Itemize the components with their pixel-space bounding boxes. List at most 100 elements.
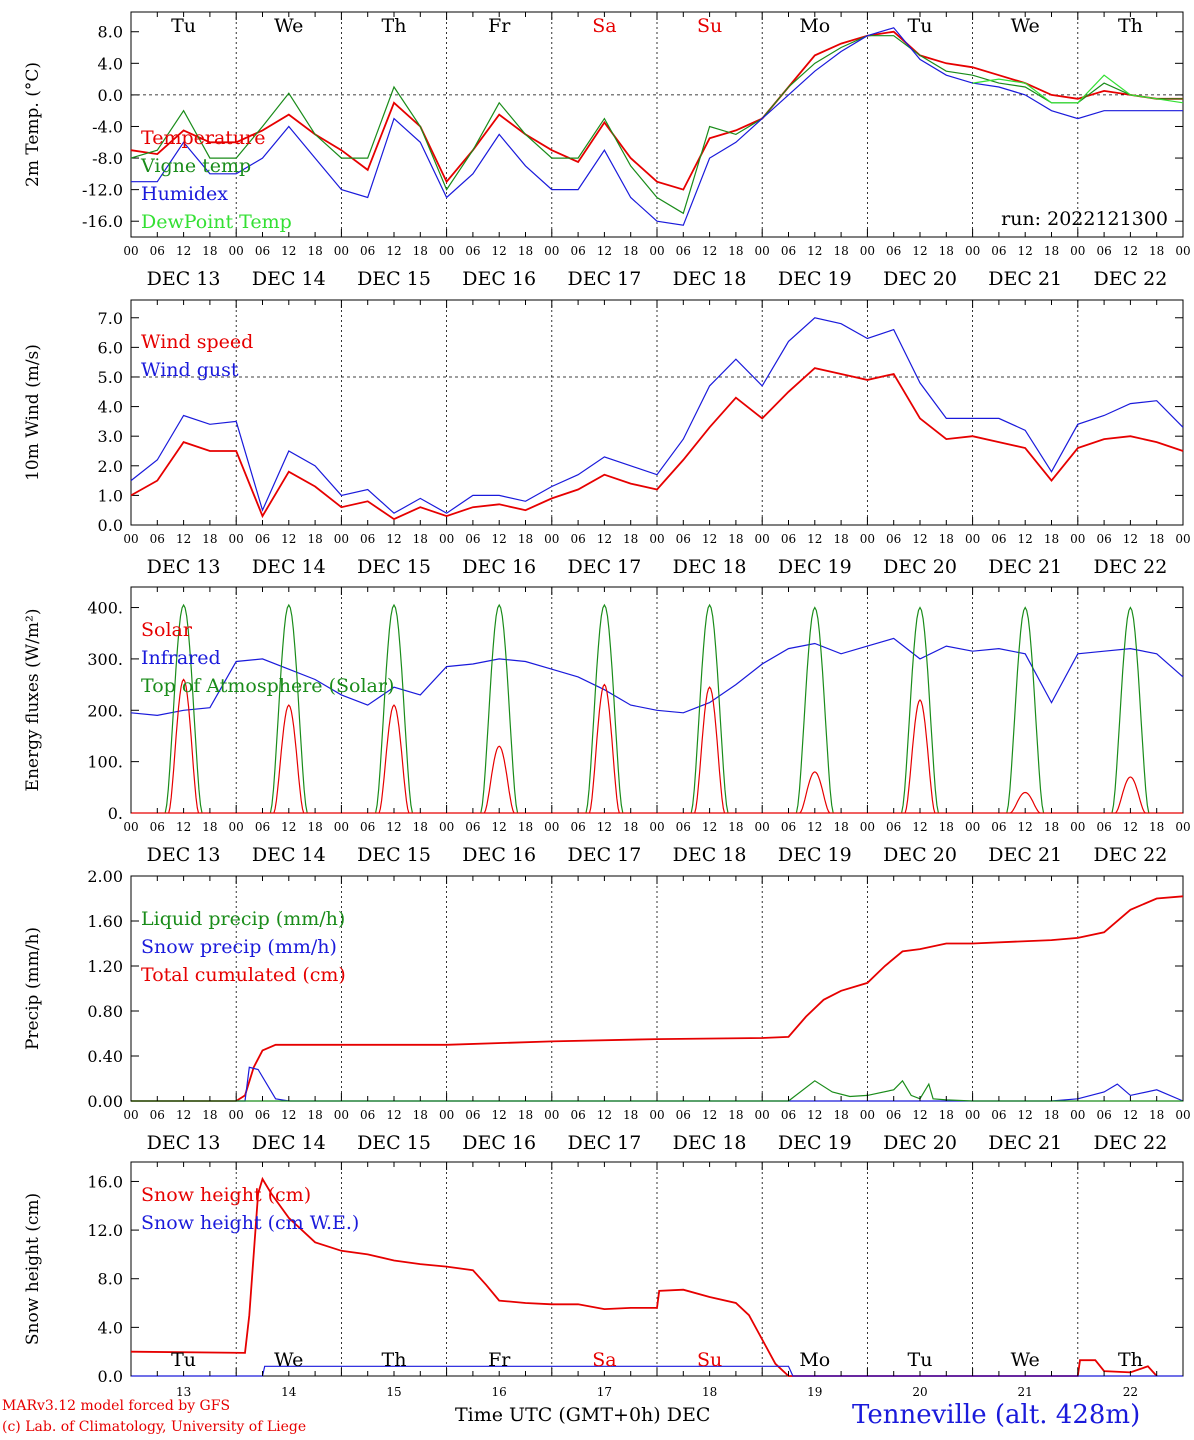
hour-tick-label: 00 xyxy=(860,244,875,258)
hour-tick-label: 00 xyxy=(1070,244,1085,258)
y-tick-label: 4.0 xyxy=(98,398,123,417)
y-axis-label: 2m Temp. (°C) xyxy=(23,62,43,187)
hour-tick-label: 00 xyxy=(439,244,454,258)
hour-tick-label: 00 xyxy=(1175,244,1190,258)
hour-tick-label: 06 xyxy=(781,1108,796,1122)
y-tick-label: 0.40 xyxy=(87,1047,123,1066)
date-label: DEC 16 xyxy=(462,268,536,290)
y-tick-label: 0.80 xyxy=(87,1002,123,1021)
y-tick-label: 8.0 xyxy=(98,1270,123,1289)
hour-tick-label: 06 xyxy=(991,244,1006,258)
series-line-snow-height-cm- xyxy=(130,1176,1158,1377)
hour-tick-label: 18 xyxy=(307,1108,322,1122)
day-number-label: 16 xyxy=(492,1385,507,1399)
hour-tick-label: 06 xyxy=(255,244,270,258)
date-label: DEC 17 xyxy=(567,1132,641,1154)
hour-tick-label: 18 xyxy=(833,1108,848,1122)
date-label: DEC 15 xyxy=(357,556,431,578)
hour-tick-label: 18 xyxy=(623,820,638,834)
hour-tick-label: 00 xyxy=(1070,820,1085,834)
hour-tick-label: 12 xyxy=(281,244,296,258)
hour-tick-label: 12 xyxy=(597,1108,612,1122)
hour-tick-label: 00 xyxy=(229,244,244,258)
hour-tick-label: 18 xyxy=(728,820,743,834)
hour-tick-label: 12 xyxy=(386,532,401,546)
weekday-label-top: Sa xyxy=(592,15,616,37)
hour-tick-label: 18 xyxy=(833,244,848,258)
hour-tick-label: 12 xyxy=(702,244,717,258)
hour-tick-label: 12 xyxy=(1123,1108,1138,1122)
date-label: DEC 14 xyxy=(252,844,326,866)
hour-tick-label: 12 xyxy=(597,532,612,546)
hour-tick-label: 18 xyxy=(307,820,322,834)
y-tick-label: -4.0 xyxy=(92,117,123,136)
date-label: DEC 17 xyxy=(567,844,641,866)
y-tick-label: 4.0 xyxy=(98,1318,123,1337)
weekday-label-top: Mo xyxy=(799,15,830,37)
hour-tick-label: 18 xyxy=(728,532,743,546)
date-label: DEC 18 xyxy=(673,556,747,578)
date-label: DEC 17 xyxy=(567,556,641,578)
legend-entry: Solar xyxy=(141,619,193,641)
hour-tick-label: 00 xyxy=(1070,1108,1085,1122)
y-axis-label: Energy fluxes (W/m²) xyxy=(23,609,43,792)
hour-tick-label: 00 xyxy=(649,1108,664,1122)
date-label: DEC 19 xyxy=(778,844,852,866)
y-tick-label: 100. xyxy=(87,753,123,772)
date-label: DEC 22 xyxy=(1093,268,1167,290)
hour-tick-label: 18 xyxy=(1149,820,1164,834)
y-axis-label: 10m Wind (m/s) xyxy=(23,344,43,481)
y-tick-label: 7.0 xyxy=(98,309,123,328)
legend-entry: Snow height (cm W.E.) xyxy=(141,1212,359,1234)
hour-tick-label: 00 xyxy=(123,532,138,546)
hour-tick-label: 06 xyxy=(991,820,1006,834)
hour-tick-label: 12 xyxy=(702,1108,717,1122)
hour-tick-label: 00 xyxy=(334,820,349,834)
hour-tick-label: 00 xyxy=(229,1108,244,1122)
hour-tick-label: 06 xyxy=(570,820,585,834)
weekday-label-top: We xyxy=(274,15,303,37)
date-label: DEC 18 xyxy=(673,268,747,290)
hour-tick-label: 18 xyxy=(202,244,217,258)
hour-tick-label: 06 xyxy=(1096,820,1111,834)
hour-tick-label: 00 xyxy=(860,532,875,546)
hour-tick-label: 12 xyxy=(176,1108,191,1122)
hour-tick-label: 18 xyxy=(623,244,638,258)
hour-tick-label: 12 xyxy=(807,532,822,546)
day-number-label: 22 xyxy=(1123,1385,1138,1399)
hour-tick-label: 00 xyxy=(1175,1108,1190,1122)
date-label: DEC 20 xyxy=(883,1132,957,1154)
date-label: DEC 21 xyxy=(988,268,1062,290)
hour-tick-label: 06 xyxy=(676,820,691,834)
date-label: DEC 13 xyxy=(147,556,221,578)
hour-tick-label: 12 xyxy=(281,820,296,834)
hour-tick-label: 18 xyxy=(518,1108,533,1122)
hour-tick-label: 06 xyxy=(886,532,901,546)
weekday-label-bottom: We xyxy=(1011,1349,1040,1371)
hour-tick-label: 18 xyxy=(1044,820,1059,834)
hour-tick-label: 12 xyxy=(176,244,191,258)
hour-tick-label: 06 xyxy=(465,532,480,546)
hour-tick-label: 06 xyxy=(360,244,375,258)
hour-tick-label: 06 xyxy=(150,820,165,834)
weekday-label-bottom: Tu xyxy=(908,1349,933,1371)
y-tick-label: 1.0 xyxy=(98,486,123,505)
hour-tick-label: 06 xyxy=(150,532,165,546)
hour-tick-label: 18 xyxy=(518,820,533,834)
hour-tick-label: 18 xyxy=(939,244,954,258)
series-line-humidex xyxy=(131,27,1183,226)
hour-tick-label: 18 xyxy=(939,532,954,546)
y-tick-label: -8.0 xyxy=(92,149,123,168)
hour-tick-label: 06 xyxy=(991,532,1006,546)
legend-entry: Wind speed xyxy=(141,331,253,353)
date-label: DEC 22 xyxy=(1093,556,1167,578)
weekday-label-bottom: Tu xyxy=(171,1349,196,1371)
hour-tick-label: 06 xyxy=(360,532,375,546)
y-tick-label: 200. xyxy=(87,701,123,720)
hour-tick-label: 06 xyxy=(1096,1108,1111,1122)
weekday-label-top: Fr xyxy=(488,15,511,37)
y-tick-label: 2.00 xyxy=(87,867,123,886)
hour-tick-label: 18 xyxy=(728,244,743,258)
series-line-solar xyxy=(168,678,1146,814)
